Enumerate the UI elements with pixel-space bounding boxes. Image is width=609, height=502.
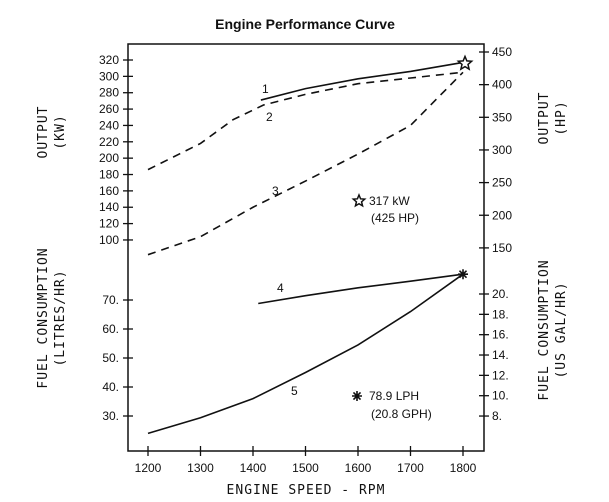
x-axis-label: ENGINE SPEED - RPM xyxy=(227,483,386,498)
gph-tick-label: 12. xyxy=(492,368,509,382)
fuel-lph-axis-label: (LITRES/HR) xyxy=(53,269,68,366)
kw-tick-label: 160 xyxy=(99,184,119,198)
curve-label-1: 1 xyxy=(262,82,269,96)
curve-label-2: 2 xyxy=(266,110,273,124)
output-kw-axis-label: OUTPUT xyxy=(36,106,51,159)
curve-4 xyxy=(258,273,464,305)
chart-title: Engine Performance Curve xyxy=(215,16,395,32)
x-tick-label: 1400 xyxy=(240,461,267,475)
lph-tick-label: 60. xyxy=(102,322,119,336)
kw-tick-label: 140 xyxy=(99,200,119,214)
lph-tick-label: 50. xyxy=(102,351,119,365)
curve-1 xyxy=(260,61,464,101)
curve-2 xyxy=(147,71,464,171)
hp-tick-label: 450 xyxy=(492,45,512,59)
asterisk-marker xyxy=(458,269,468,280)
hp-tick-label: 300 xyxy=(492,143,512,157)
asterisk-legend-icon xyxy=(352,391,362,401)
lph-tick-label: 40. xyxy=(102,380,119,394)
lph-tick-label: 70. xyxy=(102,293,119,307)
lph-tick-label: 30. xyxy=(102,409,119,423)
x-tick-label: 1200 xyxy=(135,461,162,475)
curve-label-3: 3 xyxy=(272,184,279,198)
output-hp-axis-label: (HP) xyxy=(554,100,569,135)
hp-tick-label: 400 xyxy=(492,78,512,92)
x-tick-label: 1800 xyxy=(450,461,477,475)
star-marker xyxy=(456,54,474,71)
kw-tick-label: 320 xyxy=(99,53,119,67)
gph-tick-label: 8. xyxy=(492,409,502,423)
plot-frame xyxy=(127,43,485,452)
output-kw-axis-label: (KW) xyxy=(53,114,68,149)
gph-tick-label: 14. xyxy=(492,348,509,362)
curve-label-4: 4 xyxy=(277,281,284,295)
curve-3 xyxy=(147,71,464,256)
gph-tick-label: 20. xyxy=(492,287,509,301)
kw-tick-label: 240 xyxy=(99,118,119,132)
curve-5 xyxy=(147,273,464,435)
output-hp-axis-label: OUTPUT xyxy=(537,92,552,145)
hp-tick-label: 200 xyxy=(492,208,512,222)
hp-tick-label: 250 xyxy=(492,176,512,190)
power-annotation-hp: (425 HP) xyxy=(371,211,419,225)
kw-tick-label: 260 xyxy=(99,102,119,116)
kw-tick-label: 200 xyxy=(99,151,119,165)
kw-tick-label: 100 xyxy=(99,233,119,247)
kw-tick-label: 220 xyxy=(99,135,119,149)
gph-tick-label: 18. xyxy=(492,307,509,321)
power-annotation: 317 kW xyxy=(369,194,410,208)
fuel-gph-axis-label: FUEL CONSUMPTION xyxy=(537,259,552,400)
hp-tick-label: 150 xyxy=(492,241,512,255)
x-tick-label: 1500 xyxy=(292,461,319,475)
x-tick-label: 1300 xyxy=(187,461,214,475)
kw-tick-label: 120 xyxy=(99,217,119,231)
kw-tick-label: 180 xyxy=(99,168,119,182)
fuel-lph-axis-label: FUEL CONSUMPTION xyxy=(36,247,51,388)
kw-tick-label: 300 xyxy=(99,69,119,83)
fuel-gph-axis-label: (US GAL/HR) xyxy=(554,281,569,378)
fuel-annotation: 78.9 LPH xyxy=(369,389,419,403)
fuel-annotation-gph: (20.8 GPH) xyxy=(371,407,432,421)
gph-tick-label: 10. xyxy=(492,389,509,403)
x-tick-label: 1600 xyxy=(345,461,372,475)
curve-label-5: 5 xyxy=(291,384,298,398)
hp-tick-label: 350 xyxy=(492,110,512,124)
x-tick-label: 1700 xyxy=(397,461,424,475)
star-legend-icon xyxy=(351,193,367,208)
kw-tick-label: 280 xyxy=(99,86,119,100)
gph-tick-label: 16. xyxy=(492,328,509,342)
